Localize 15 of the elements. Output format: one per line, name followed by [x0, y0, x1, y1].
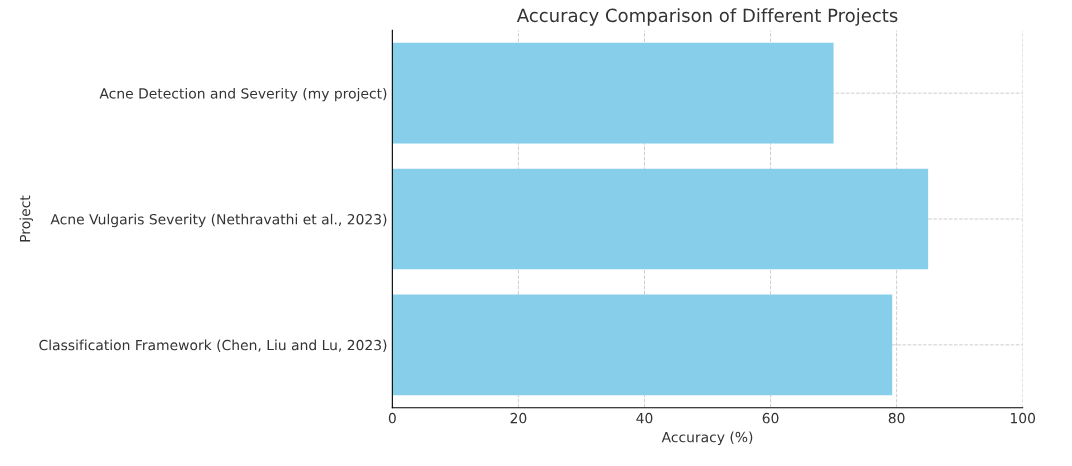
- x-tick-label: 80: [888, 412, 905, 424]
- x-tick-label: 0: [388, 412, 396, 424]
- x-tick-label: 20: [510, 412, 527, 424]
- y-tick-label: Acne Vulgaris Severity (Nethravathi et al., 2023): [50, 213, 387, 228]
- x-tick-label: 60: [762, 412, 779, 424]
- y-axis-title: Project: [19, 195, 33, 242]
- chart-title: Accuracy Comparison of Different Projects: [516, 8, 898, 26]
- x-tick-label: 40: [636, 412, 653, 424]
- y-tick-label: Acne Detection and Severity (my project): [99, 87, 387, 102]
- bar: [392, 42, 834, 144]
- x-axis-title: Accuracy (%): [661, 431, 753, 446]
- y-tick-label: Classification Framework (Chen, Liu and Lu, 2023): [39, 339, 387, 352]
- bar: [392, 294, 893, 396]
- x-tick-label: 100: [1010, 412, 1036, 424]
- bar: [392, 168, 929, 270]
